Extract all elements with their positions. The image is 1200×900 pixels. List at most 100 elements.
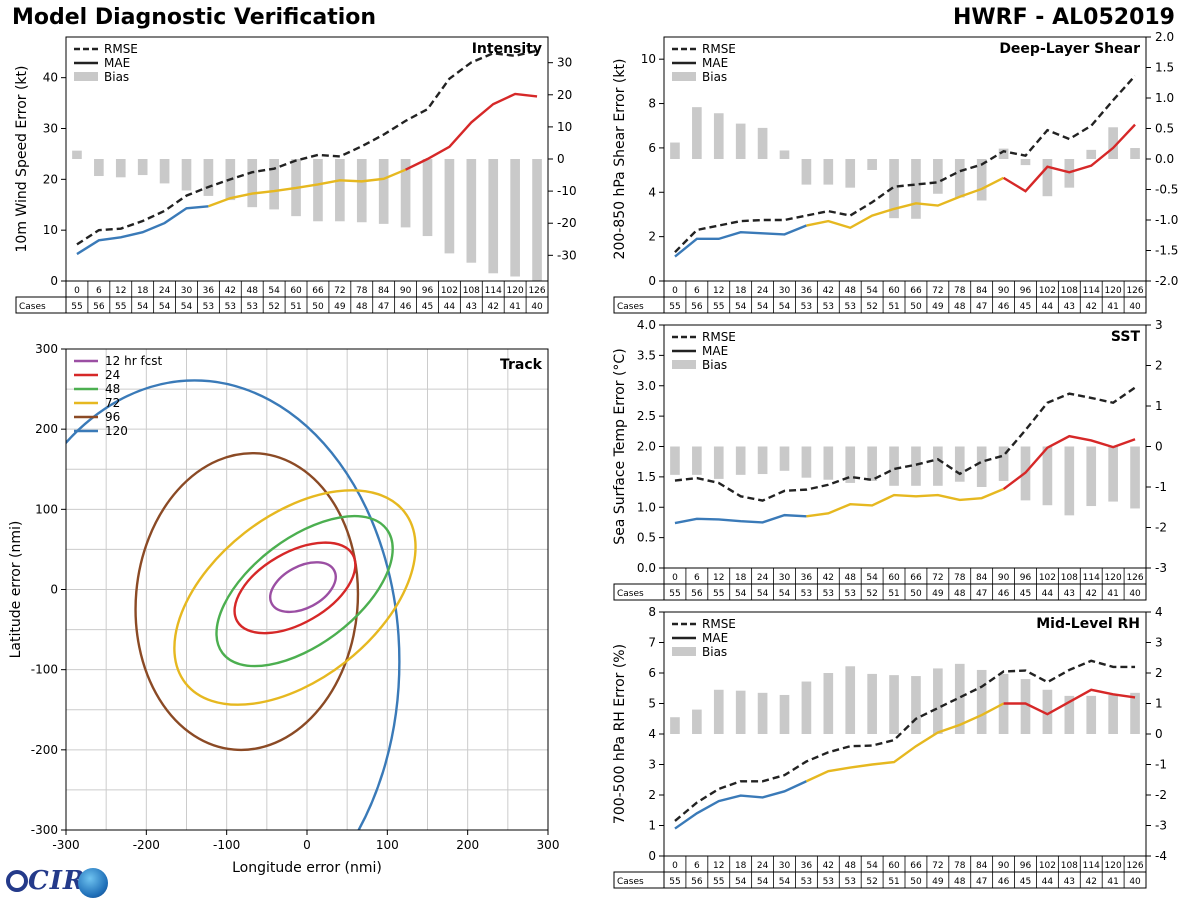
rh-case-count: 54 xyxy=(757,877,769,887)
shear-bias-bar xyxy=(976,159,987,201)
shear-y2-tick-label: -1.0 xyxy=(1155,213,1178,227)
intensity-bias-bar xyxy=(181,159,192,191)
intensity-case-count: 55 xyxy=(71,302,82,312)
intensity-case-count: 54 xyxy=(159,302,171,312)
sst-y-tick-label: 3.5 xyxy=(637,348,656,362)
shear-bias-bar xyxy=(1042,159,1053,197)
rh-case-count: 56 xyxy=(691,877,703,887)
sst-y-tick-label: 2.0 xyxy=(637,440,656,454)
intensity-mae-line-mid xyxy=(207,168,407,208)
sst-y-tick-label: 3.0 xyxy=(637,379,656,393)
rh-forecast-hour: 66 xyxy=(910,861,922,871)
sst-y2-tick-label: -1 xyxy=(1155,480,1167,494)
intensity-case-count: 43 xyxy=(466,302,477,312)
intensity-case-count: 53 xyxy=(225,302,236,312)
sst-bias-bar xyxy=(933,446,943,486)
shear-forecast-hour: 30 xyxy=(779,286,791,296)
intensity-case-count: 49 xyxy=(334,302,346,312)
sst-bias-bar xyxy=(1064,446,1075,516)
intensity-cases-label: Cases xyxy=(19,302,46,312)
sst-forecast-hour: 90 xyxy=(998,573,1010,583)
rh-bias-bar xyxy=(867,673,877,734)
intensity-case-count: 48 xyxy=(356,302,368,312)
track-y-tick-label: -200 xyxy=(31,743,58,757)
sst-legend-bias: Bias xyxy=(702,358,727,372)
intensity-case-count: 42 xyxy=(488,302,499,312)
rh-bias-bar xyxy=(976,669,987,734)
shear-y2-tick-label: 0.0 xyxy=(1155,152,1174,166)
shear-forecast-hour: 96 xyxy=(1020,286,1032,296)
shear-y-axis-label: 200-850 hPa Shear Error (kt) xyxy=(612,59,628,260)
sst-mae-line-mid xyxy=(806,487,1005,518)
sst-bias-bar xyxy=(976,446,987,487)
intensity-mae-line-early xyxy=(76,205,209,256)
sst-y2-tick-label: 2 xyxy=(1155,359,1163,373)
shear-case-count: 46 xyxy=(998,302,1010,312)
shear-y-tick-label: 0 xyxy=(648,274,656,288)
page-title: Model Diagnostic Verification xyxy=(12,5,377,30)
intensity-bias-bar xyxy=(400,159,411,228)
track-x-tick-label: 300 xyxy=(537,838,560,852)
sst-forecast-hour: 30 xyxy=(779,573,791,583)
intensity-bias-bar xyxy=(203,159,214,196)
sst-y-axis-label: Sea Surface Temp Error (°C) xyxy=(612,348,628,544)
rh-bias-bar xyxy=(1042,689,1053,734)
shear-case-count: 52 xyxy=(866,302,877,312)
track-x-tick-label: -100 xyxy=(213,838,240,852)
rh-case-count: 54 xyxy=(779,877,791,887)
shear-forecast-hour: 0 xyxy=(672,286,678,296)
rh-forecast-hour: 84 xyxy=(976,861,988,871)
sst-forecast-hour: 84 xyxy=(976,573,988,583)
intensity-y2-tick-label: -30 xyxy=(557,248,577,262)
sst-y2-tick-label: -2 xyxy=(1155,521,1167,535)
sst-y-tick-label: 2.5 xyxy=(637,409,656,423)
sst-case-count: 53 xyxy=(801,589,812,599)
rh-bias-bar xyxy=(911,676,921,734)
sst-legend-bias-swatch xyxy=(672,360,696,369)
shear-y-tick-label: 4 xyxy=(648,185,656,199)
sst-y2-tick-label: 3 xyxy=(1155,318,1163,332)
rh-y-tick-label: 1 xyxy=(648,819,656,833)
rh-forecast-hour: 18 xyxy=(735,861,747,871)
track-chart-title: Track xyxy=(500,357,543,373)
rh-case-count: 40 xyxy=(1129,877,1141,887)
rh-bias-bar xyxy=(779,694,790,734)
rh-bias-bar xyxy=(757,692,768,734)
intensity-bias-bar xyxy=(488,159,499,274)
rh-bias-bar xyxy=(933,668,943,734)
rh-bias-bar xyxy=(801,681,812,734)
sst-forecast-hour: 120 xyxy=(1105,573,1122,583)
intensity-forecast-hour: 96 xyxy=(422,286,434,296)
rh-case-count: 55 xyxy=(713,877,724,887)
rh-case-count: 48 xyxy=(954,877,966,887)
intensity-forecast-hour: 78 xyxy=(356,286,368,296)
shear-bias-bar xyxy=(867,159,877,170)
rh-case-count: 43 xyxy=(1064,877,1075,887)
shear-legend-bias-swatch xyxy=(672,72,696,81)
sst-case-count: 48 xyxy=(954,589,966,599)
sst-legend-mae: MAE xyxy=(702,344,728,358)
shear-mae-line-mid xyxy=(806,176,1005,230)
shear-forecast-hour: 120 xyxy=(1105,286,1122,296)
rh-case-count: 54 xyxy=(735,877,747,887)
intensity-rmse-line xyxy=(76,49,538,246)
sst-case-count: 43 xyxy=(1064,589,1075,599)
track-legend-label: 24 xyxy=(105,368,120,382)
rh-forecast-hour: 42 xyxy=(823,861,834,871)
shear-forecast-hour: 66 xyxy=(910,286,922,296)
sst-forecast-hour: 114 xyxy=(1083,573,1100,583)
intensity-forecast-hour: 18 xyxy=(137,286,149,296)
shear-forecast-hour: 72 xyxy=(932,286,943,296)
intensity-bias-bar xyxy=(247,159,258,208)
intensity-forecast-hour: 12 xyxy=(115,286,126,296)
intensity-case-count: 56 xyxy=(93,302,105,312)
shear-case-count: 54 xyxy=(779,302,791,312)
sst-bias-bar xyxy=(670,446,680,475)
shear-bias-bar xyxy=(757,127,768,159)
intensity-forecast-hour: 30 xyxy=(181,286,193,296)
rh-y2-tick-label: -3 xyxy=(1155,819,1167,833)
sst-case-count: 55 xyxy=(713,589,724,599)
storm-identifier: HWRF - AL052019 xyxy=(953,5,1175,30)
sst-bias-bar xyxy=(1086,446,1097,507)
sst-bias-bar xyxy=(779,446,790,471)
